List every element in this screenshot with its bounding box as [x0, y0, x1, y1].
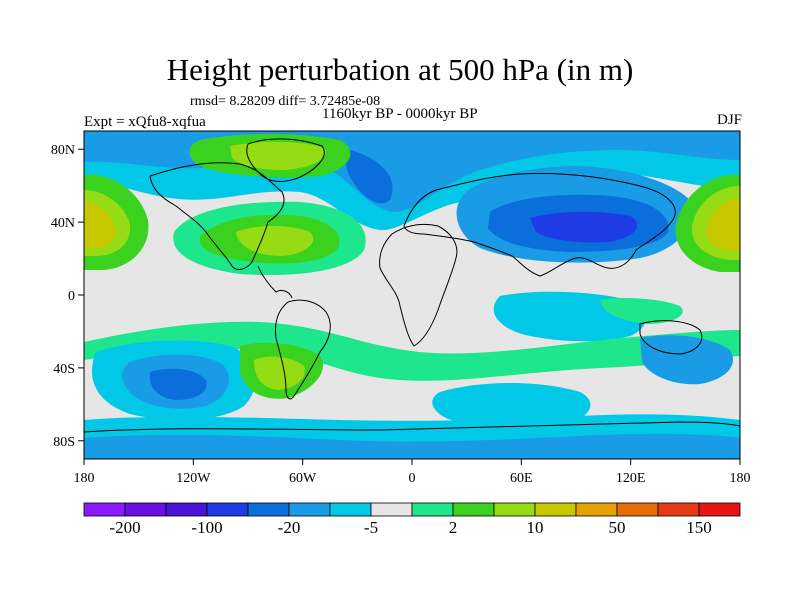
contour-greenland-high-core [230, 141, 326, 170]
colorbar-swatch [83, 502, 126, 517]
x-tick-label: 120W [176, 471, 211, 486]
x-tick-label: 120E [616, 471, 646, 486]
colorbar-swatch [534, 502, 577, 517]
season-label: DJF [716, 112, 742, 128]
central-america-outline [257, 265, 293, 299]
contour-fill-layer [84, 131, 740, 459]
contour-atlantic-low [345, 150, 393, 204]
x-tick-label: 60E [510, 471, 533, 486]
map-title: Height perturbation at 500 hPa (in m) [166, 52, 634, 87]
colorbar-swatch [698, 502, 741, 517]
australia-outline [639, 320, 703, 355]
colorbar-swatch [657, 502, 700, 517]
x-tick-label: 180 [730, 471, 751, 486]
colorbar-label: -100 [191, 518, 223, 537]
colorbar-swatch [206, 502, 249, 517]
contour-maritime-high [600, 298, 683, 324]
colorbar-label: -200 [109, 518, 141, 537]
y-tick-label: 80S [53, 435, 75, 450]
colorbar-swatch [329, 502, 372, 517]
contour-south-america-high-core [254, 356, 305, 390]
y-tick-label: 0 [68, 289, 75, 304]
contour-antarctic-low-core [84, 433, 740, 459]
contour-south-pacific-low-core [149, 368, 207, 400]
africa-outline [379, 223, 458, 347]
colorbar-swatch [575, 502, 618, 517]
eurasia-outline [403, 173, 676, 277]
greenland-outline [246, 138, 325, 182]
colorbar-label: 150 [686, 518, 712, 537]
experiment-label: Expt = xQfu8-xqfua [84, 114, 206, 130]
colorbar-swatch [411, 502, 454, 517]
antarctica-outline [84, 421, 740, 433]
north-america-outline [149, 162, 285, 270]
south-america-outline [275, 299, 331, 400]
contour-south-indian-low [640, 335, 734, 385]
colorbar-label: -20 [277, 518, 301, 537]
contour-na-high-core [236, 226, 314, 256]
colorbar-swatch [247, 502, 290, 517]
colorbar-swatch [288, 502, 331, 517]
time-period-label: 1160kyr BP - 0000kyr BP [322, 106, 478, 122]
x-tick-label: 180 [74, 471, 95, 486]
y-tick-label: 40N [51, 216, 75, 231]
colorbar-label: 50 [608, 518, 626, 537]
colorbar-swatch [370, 502, 413, 517]
contour-west-pacific-high-core [84, 200, 116, 249]
colorbar [83, 502, 741, 517]
colorbar-swatch [124, 502, 167, 517]
colorbar-swatch [616, 502, 659, 517]
x-tick-label: 0 [409, 471, 416, 486]
colorbar-label: -5 [363, 518, 379, 537]
contour-eurasia-low-core [530, 211, 638, 243]
colorbar-swatch [452, 502, 495, 517]
contour-east-pacific-high-core [706, 198, 740, 251]
coastlines [84, 138, 740, 433]
y-tick-label: 80N [51, 143, 75, 158]
y-tick-label: 40S [53, 362, 75, 377]
x-axis-ticks: 180 120W 60W 0 60E 120E 180 [74, 459, 751, 486]
x-tick-label: 60W [289, 471, 317, 486]
y-axis-ticks: 80N 40N 0 40S 80S [51, 143, 84, 450]
rmsd-diff-stats: rmsd= 8.28209 diff= 3.72485e-08 [190, 94, 381, 109]
colorbar-label: 2 [448, 518, 458, 537]
colorbar-swatch [493, 502, 536, 517]
colorbar-label: 10 [526, 518, 544, 537]
colorbar-swatch [165, 502, 208, 517]
